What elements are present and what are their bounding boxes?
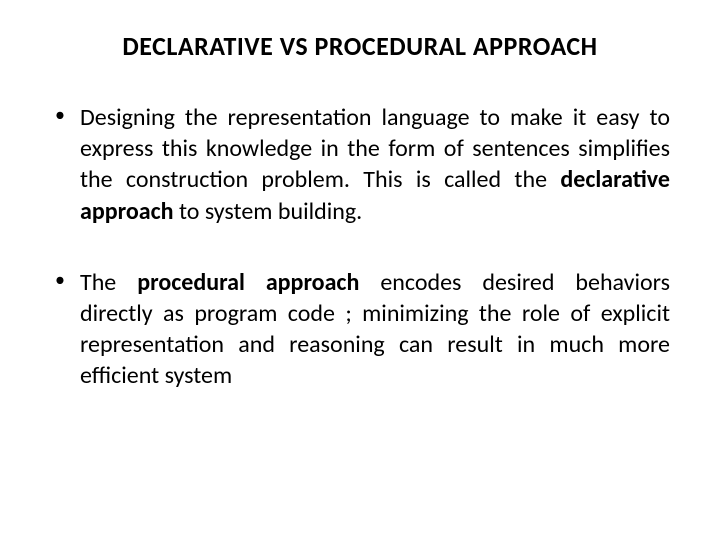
bullet-text-pre: The bbox=[80, 268, 137, 297]
bullet-text-post: to system building. bbox=[174, 197, 363, 226]
slide-title: DECLARATIVE VS PROCEDURAL APPROACH bbox=[50, 30, 670, 62]
bullet-item: Designing the representation language to… bbox=[50, 102, 670, 227]
bullet-text-bold: procedural approach bbox=[137, 268, 359, 297]
bullet-item: The procedural approach encodes desired … bbox=[50, 267, 670, 392]
bullet-list: Designing the representation language to… bbox=[50, 102, 670, 392]
